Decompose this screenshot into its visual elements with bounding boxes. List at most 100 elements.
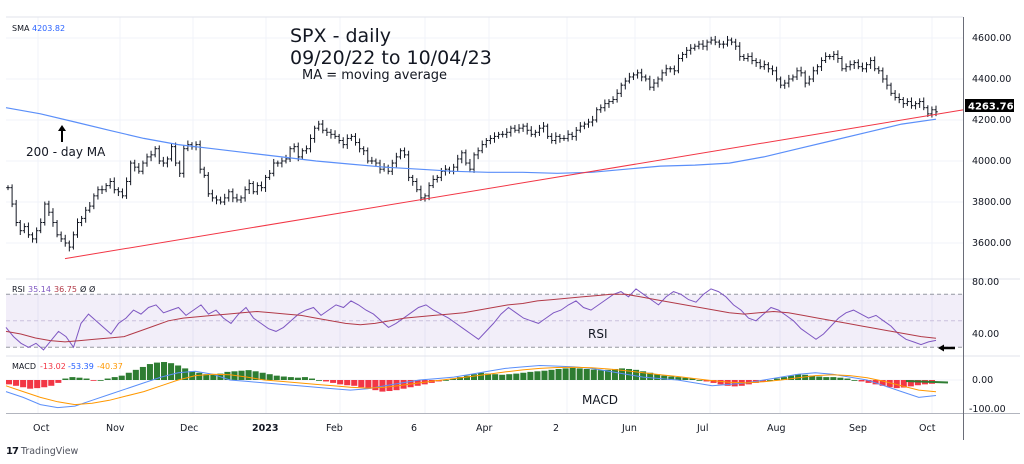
price-bar xyxy=(811,66,816,83)
time-tick-label: 2023 xyxy=(252,423,278,434)
macd-histogram-bar xyxy=(492,374,499,380)
price-bar xyxy=(92,193,96,210)
macd-histogram-bar xyxy=(583,368,590,380)
macd-histogram-bar xyxy=(456,377,463,380)
time-tick-label: Oct xyxy=(33,423,50,434)
price-bar xyxy=(492,132,497,143)
tradingview-logo[interactable]: 17 TradingView xyxy=(6,446,78,457)
price-bar xyxy=(419,185,423,201)
price-tick-label: 4000.00 xyxy=(972,156,1011,167)
macd-histogram-bar xyxy=(76,377,83,380)
rsi-legend[interactable]: RSI 35.14 36.75 Ø Ø xyxy=(12,284,95,294)
price-bar xyxy=(320,120,325,134)
price-bar xyxy=(672,65,677,76)
price-bar xyxy=(521,123,525,132)
price-bar xyxy=(271,158,276,177)
time-tick-label: Apr xyxy=(476,423,493,434)
macd-histogram-bar xyxy=(724,380,731,386)
price-bar xyxy=(729,37,734,46)
price-bar xyxy=(885,74,889,90)
price-bar xyxy=(137,163,141,174)
price-bar xyxy=(329,129,333,139)
tradingview-logo-text: TradingView xyxy=(20,446,79,457)
price-bar xyxy=(341,137,346,149)
price-bar xyxy=(406,150,411,182)
price-bar xyxy=(697,40,701,50)
macd-histogram-bar xyxy=(640,371,647,380)
macd-histogram-bar xyxy=(633,369,640,380)
price-bar xyxy=(357,138,362,153)
price-bar xyxy=(423,193,427,202)
price-bar xyxy=(823,52,828,64)
price-axis[interactable]: 4600.00 4400.00 4200.00 4000.00 3800.00 … xyxy=(972,33,1011,249)
price-bar xyxy=(852,60,857,69)
macd-histogram-bar xyxy=(520,372,527,380)
macd-histogram-bar xyxy=(449,378,456,380)
macd-histogram-bar xyxy=(576,368,583,380)
macd-histogram-bar xyxy=(851,380,858,381)
price-bar xyxy=(766,62,771,73)
price-bar xyxy=(782,79,787,89)
price-bar xyxy=(345,134,350,149)
price-bar xyxy=(856,59,861,70)
price-bar xyxy=(124,177,129,199)
price-bar xyxy=(693,43,697,51)
price-bar xyxy=(758,59,763,70)
rsi-tick-label: 40.00 xyxy=(972,329,999,340)
price-bar xyxy=(529,126,534,137)
price-bar xyxy=(165,156,170,168)
price-bar xyxy=(108,178,113,189)
price-bar xyxy=(504,128,509,139)
macd-legend[interactable]: MACD -13.02 -53.39 -40.37 xyxy=(12,362,123,371)
price-bar xyxy=(181,145,186,178)
macd-histogram-bar xyxy=(569,367,576,380)
price-tick-label: 3600.00 xyxy=(972,238,1011,249)
price-bar xyxy=(30,232,35,243)
price-bar xyxy=(251,181,256,195)
price-tick-label: 4600.00 xyxy=(972,33,1011,44)
price-bar xyxy=(194,141,198,151)
macd-histogram-bar xyxy=(259,372,266,380)
macd-hist-legend-value: -13.02 xyxy=(40,362,66,371)
macd-axis[interactable]: 0.00 -100.00 xyxy=(969,375,1006,415)
macd-histogram-bar xyxy=(914,380,921,386)
price-bar xyxy=(652,79,656,91)
price-bar xyxy=(284,154,288,164)
macd-histogram-bar xyxy=(689,378,696,380)
sma-legend[interactable]: SMA 4203.82 xyxy=(12,24,65,33)
price-bar xyxy=(668,66,673,73)
macd-histogram-bar xyxy=(146,364,153,380)
price-bar xyxy=(26,222,31,238)
macd-histogram-bar xyxy=(337,380,344,385)
price-bar xyxy=(42,201,47,226)
chart-svg: 4600.00 4400.00 4200.00 4000.00 3800.00 … xyxy=(5,16,1020,440)
price-bars xyxy=(6,35,938,252)
price-bar xyxy=(684,47,689,59)
price-bar xyxy=(876,66,881,74)
macd-histogram-bar xyxy=(301,377,308,380)
macd-histogram-bar xyxy=(788,375,795,380)
price-bar xyxy=(860,62,865,72)
rsi-axis[interactable]: 80.00 40.00 xyxy=(972,277,999,340)
tradingview-logo-mark: 17 xyxy=(6,446,19,457)
macd-histogram-bar xyxy=(872,380,879,385)
price-bar xyxy=(721,40,726,49)
price-bar xyxy=(104,183,108,193)
price-bar xyxy=(872,56,877,72)
macd-histogram-bar xyxy=(548,369,555,380)
price-bar xyxy=(864,62,869,73)
price-bar xyxy=(349,133,354,141)
price-bar xyxy=(664,64,668,76)
price-bar xyxy=(570,131,574,141)
signal-legend-value: -40.37 xyxy=(97,362,123,371)
price-bar xyxy=(100,185,104,195)
time-tick-label: Jun xyxy=(621,423,637,434)
price-bar xyxy=(10,184,14,208)
macd-histogram-bar xyxy=(562,368,569,380)
price-bar xyxy=(525,122,529,135)
price-bar xyxy=(717,39,722,48)
price-bar xyxy=(468,158,472,173)
time-axis[interactable]: Oct Nov Dec 2023 Feb 6 Apr 2 Jun Jul Aug… xyxy=(33,423,936,434)
macd-tick-label: -100.00 xyxy=(969,404,1006,415)
